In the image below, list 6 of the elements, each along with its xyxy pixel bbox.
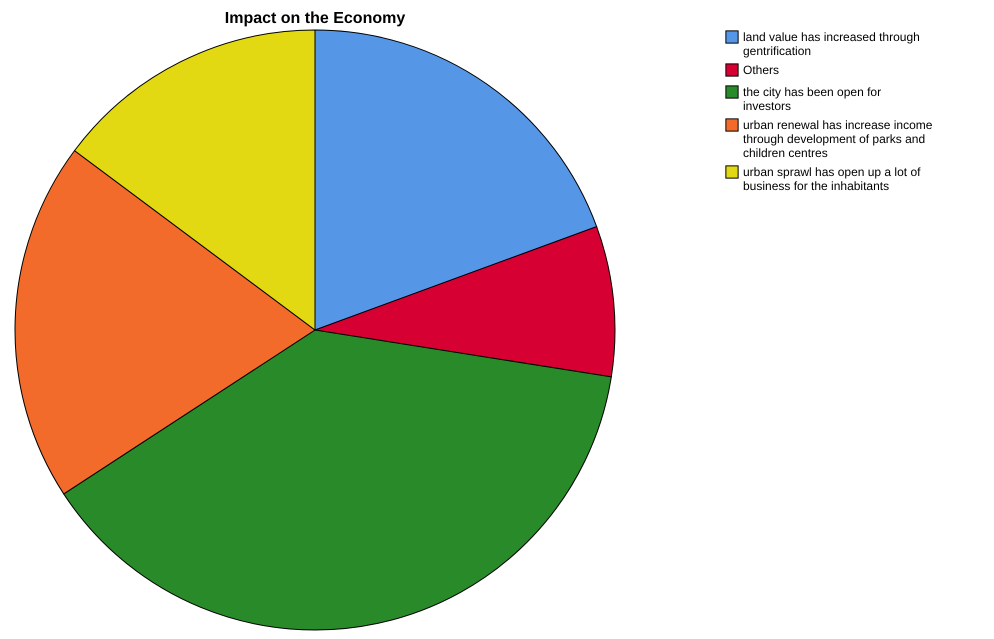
legend-label: urban renewal has increase income through development of parks and children centres bbox=[743, 118, 933, 160]
legend-label: urban sprawl has open up a lot of business for the inhabitants bbox=[743, 165, 922, 193]
legend-label: the city has been open for investors bbox=[743, 85, 882, 113]
legend-label: land value has increased through gentrification bbox=[743, 30, 920, 58]
chart-title: Impact on the Economy bbox=[224, 10, 406, 27]
legend-label: Others bbox=[743, 63, 780, 77]
